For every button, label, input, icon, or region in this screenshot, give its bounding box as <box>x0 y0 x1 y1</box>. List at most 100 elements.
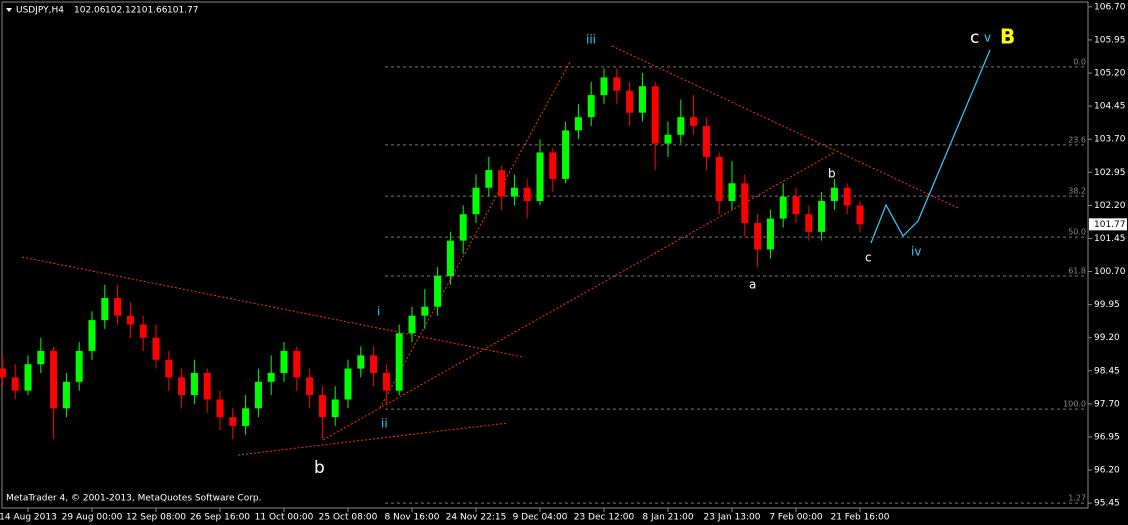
fib-label: 1.27 <box>1068 494 1086 503</box>
fib-label: 0.0 <box>1073 57 1086 66</box>
x-tick-label: 23 Dec 12:00 <box>574 513 635 523</box>
trend-line <box>21 256 524 358</box>
candle-body <box>830 187 838 201</box>
fib-label: 50.0 <box>1068 228 1086 237</box>
wave-label: iii <box>586 33 596 47</box>
wave-label: b <box>314 458 325 478</box>
candle-body <box>139 324 147 338</box>
x-tick-label: 8 Jan 21:00 <box>642 513 694 523</box>
wave-label: b <box>828 167 836 181</box>
x-tick-label: 21 Feb 16:00 <box>830 513 889 523</box>
candle-body <box>344 368 352 400</box>
x-tick-label: 8 Nov 16:00 <box>385 513 440 523</box>
candle-body <box>690 117 698 126</box>
menu-icon[interactable] <box>6 8 12 12</box>
trend-lines <box>21 45 959 456</box>
y-tick-label: 96.95 <box>1094 432 1120 442</box>
candle-body <box>677 117 685 135</box>
candle-body <box>126 315 134 325</box>
candle-body <box>75 350 83 382</box>
wave-label: iv <box>911 245 921 259</box>
y-tick-label: 106.70 <box>1094 2 1126 12</box>
candle-body <box>702 125 710 157</box>
candle-body <box>728 183 736 201</box>
trend-line <box>611 45 959 209</box>
x-tick-label: 26 Sep 16:00 <box>190 513 250 523</box>
candle-body <box>498 170 506 197</box>
candle-body <box>510 187 518 197</box>
x-tick-label: 29 Aug 00:00 <box>62 513 123 523</box>
wave-label: c <box>865 251 872 265</box>
y-tick-label: 105.20 <box>1094 69 1126 79</box>
candle-body <box>88 320 96 351</box>
candle-body <box>280 350 288 374</box>
y-tick-label: 95.45 <box>1094 499 1120 509</box>
candle-body <box>856 205 864 225</box>
candle-body <box>101 298 109 321</box>
wave-label: v <box>984 31 991 45</box>
header-low: 101.66 <box>136 6 168 16</box>
candle-body <box>446 240 454 276</box>
candle-body <box>459 214 467 241</box>
y-tick-label: 97.70 <box>1094 399 1120 409</box>
y-tick-label: 102.95 <box>1094 168 1126 178</box>
candle-body <box>818 200 826 232</box>
candle-body <box>178 377 186 396</box>
candle-body <box>792 196 800 215</box>
copyright: MetaTrader 4, © 2001-2013, MetaQuotes So… <box>6 494 262 504</box>
y-tick-label: 104.45 <box>1094 102 1126 112</box>
candle-body <box>754 223 762 250</box>
candle-body <box>11 377 19 391</box>
y-tick-label: 99.95 <box>1094 300 1120 310</box>
candle-body <box>370 355 378 374</box>
y-tick-label: 101.45 <box>1094 234 1126 244</box>
candle-body <box>24 364 32 391</box>
candle-body <box>229 417 237 426</box>
y-tick-label: 98.45 <box>1094 366 1120 376</box>
fib-label: 61.8 <box>1068 266 1086 275</box>
candle-body <box>638 86 646 113</box>
candle-body <box>357 355 365 369</box>
x-tick-label: 24 Nov 22:15 <box>446 513 507 523</box>
x-tick-label: 12 Sep 08:00 <box>126 513 186 523</box>
header-open: 102.06 <box>74 6 106 16</box>
candle-body <box>741 183 749 224</box>
candle-body <box>613 77 621 91</box>
header-high: 102.12 <box>105 6 137 16</box>
x-tick-label: 7 Feb 00:00 <box>769 513 823 523</box>
candle-body <box>600 77 608 96</box>
wave-label: i <box>377 305 380 319</box>
candle-body <box>587 95 595 118</box>
x-tick-label: 9 Dec 04:00 <box>513 513 568 523</box>
x-tick-label: 23 Jan 13:00 <box>704 513 761 523</box>
trend-line <box>379 61 571 409</box>
fib-label: 23.6 <box>1068 135 1086 144</box>
candle-body <box>190 373 198 396</box>
candle-body <box>626 90 634 113</box>
wave-label: ii <box>381 417 388 431</box>
projection-path <box>870 49 991 244</box>
candle-body <box>242 408 250 426</box>
candle-body <box>165 359 173 378</box>
wave-label: c <box>970 28 979 48</box>
candle-body <box>331 399 339 418</box>
candle-body <box>0 368 6 378</box>
trend-line <box>322 151 836 441</box>
candle-body <box>152 337 160 360</box>
y-tick-label: 105.95 <box>1094 35 1126 45</box>
candle-body <box>114 298 122 316</box>
y-tick-label: 96.20 <box>1094 466 1120 476</box>
candle-body <box>523 187 531 201</box>
candle-body <box>408 315 416 334</box>
candle-body <box>472 187 480 215</box>
trend-line <box>237 422 509 456</box>
wave-label: B <box>1000 25 1015 49</box>
candle-body <box>843 187 851 206</box>
candle-body <box>549 152 557 179</box>
symbol: USDJPY,H4 <box>16 6 64 16</box>
price-tag-box <box>1089 218 1127 231</box>
wave-label: a <box>749 278 756 292</box>
plot-frame <box>1 1 1089 509</box>
candle-body <box>562 130 570 179</box>
